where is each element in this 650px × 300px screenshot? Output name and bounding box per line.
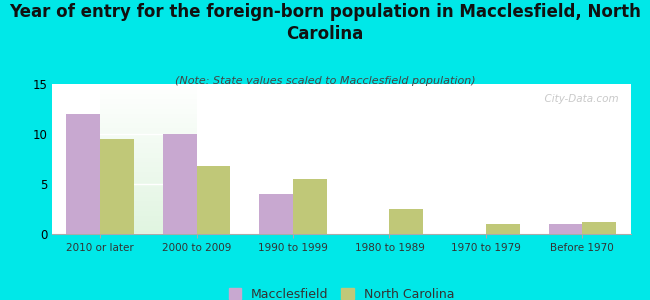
Bar <box>486 224 519 234</box>
Bar <box>293 179 327 234</box>
Bar <box>389 209 423 234</box>
Bar <box>66 114 100 234</box>
Bar <box>196 166 230 234</box>
Text: Year of entry for the foreign-born population in Macclesfield, North
Carolina: Year of entry for the foreign-born popul… <box>9 3 641 43</box>
Text: City-Data.com: City-Data.com <box>538 94 619 104</box>
Bar <box>163 134 196 234</box>
Bar <box>100 139 134 234</box>
Bar <box>549 224 582 234</box>
Bar <box>582 222 616 234</box>
Text: (Note: State values scaled to Macclesfield population): (Note: State values scaled to Macclesfie… <box>175 76 475 86</box>
Legend: Macclesfield, North Carolina: Macclesfield, North Carolina <box>224 283 459 300</box>
Bar <box>259 194 293 234</box>
